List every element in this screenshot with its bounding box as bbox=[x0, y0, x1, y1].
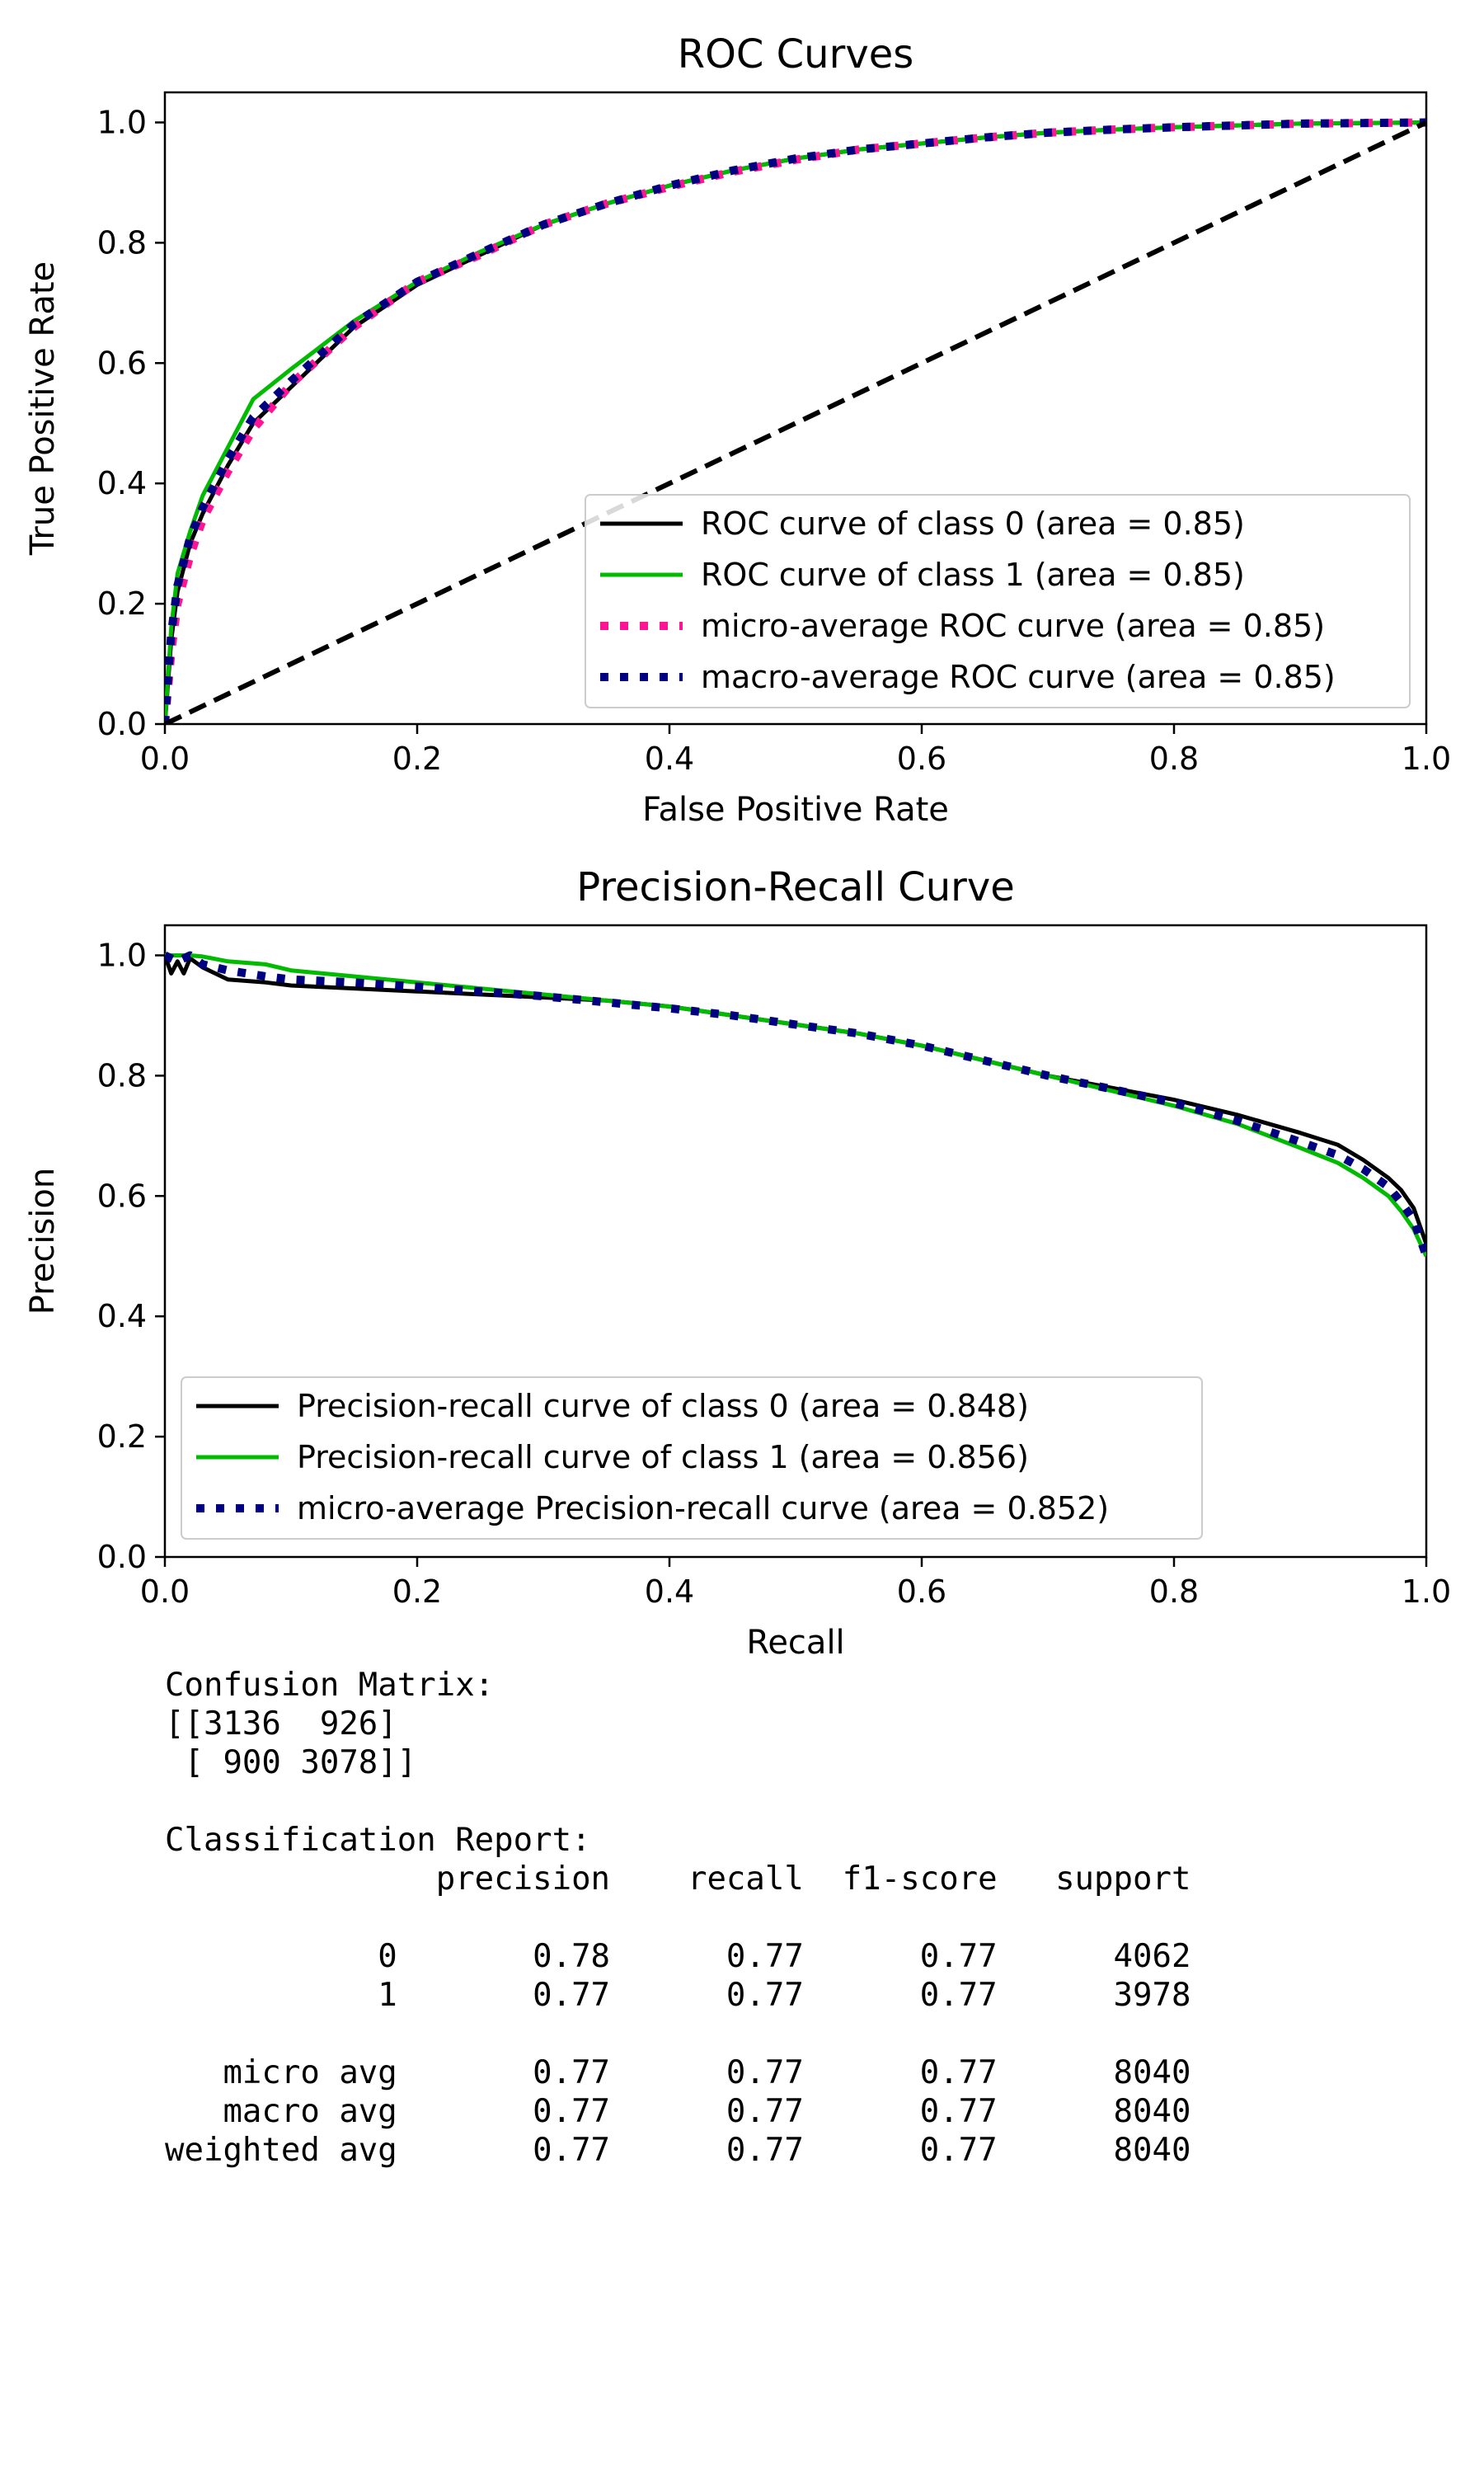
y-tick-label: 1.0 bbox=[97, 104, 147, 140]
report-line bbox=[165, 1782, 1190, 1821]
y-tick-label: 1.0 bbox=[97, 937, 147, 973]
x-tick-label: 0.2 bbox=[392, 741, 442, 777]
x-tick-label: 0.8 bbox=[1149, 1573, 1199, 1610]
y-tick-label: 0.0 bbox=[97, 1539, 147, 1575]
legend: ROC curve of class 0 (area = 0.85) ROC cu… bbox=[585, 494, 1411, 708]
x-tick-label: 0.0 bbox=[140, 1573, 190, 1610]
x-tick-label: 0.6 bbox=[897, 1573, 946, 1610]
report-line: micro avg 0.77 0.77 0.77 8040 bbox=[165, 2054, 1191, 2091]
y-tick-label: 0.6 bbox=[97, 1178, 147, 1214]
x-tick-label: 0.2 bbox=[392, 1573, 442, 1610]
legend-label: Precision-recall curve of class 0 (area … bbox=[297, 1388, 1029, 1424]
series-line-2 bbox=[165, 118, 1426, 724]
series-line-1 bbox=[165, 953, 1426, 1258]
y-axis-label: Precision bbox=[24, 1168, 62, 1315]
legend-label: micro-average Precision-recall curve (ar… bbox=[297, 1490, 1109, 1526]
series-line-3 bbox=[165, 118, 1426, 724]
x-tick-label: 0.8 bbox=[1149, 741, 1199, 777]
legend-box bbox=[585, 494, 1411, 708]
legend-box bbox=[181, 1376, 1203, 1540]
x-axis-label: False Positive Rate bbox=[642, 791, 949, 829]
x-tick-label: 0.6 bbox=[897, 741, 946, 777]
report-line: Classification Report: bbox=[165, 1822, 591, 1859]
x-tick-label: 0.0 bbox=[140, 741, 190, 777]
y-tick-label: 0.8 bbox=[97, 224, 147, 261]
chance-diagonal-line bbox=[165, 120, 1426, 724]
series-group bbox=[165, 118, 1426, 724]
report-line: 1 0.77 0.77 0.77 3978 bbox=[165, 1977, 1191, 2014]
y-tick-label: 0.4 bbox=[97, 1298, 147, 1334]
y-axis-label: True Positive Rate bbox=[24, 261, 62, 556]
y-tick-label: 0.0 bbox=[97, 706, 147, 742]
report-line bbox=[165, 2015, 1190, 2053]
report-line: Confusion Matrix: bbox=[165, 1667, 495, 1704]
chart-title: Precision-Recall Curve bbox=[576, 864, 1015, 910]
legend-label: ROC curve of class 0 (area = 0.85) bbox=[701, 506, 1245, 542]
series-line-2 bbox=[165, 951, 1426, 1258]
x-tick-label: 1.0 bbox=[1402, 1573, 1451, 1610]
report-line: 0 0.78 0.77 0.77 4062 bbox=[165, 1938, 1191, 1975]
series-group bbox=[165, 951, 1426, 1258]
report-line: precision recall f1-score support bbox=[165, 1860, 1191, 1898]
x-tick-label: 0.4 bbox=[645, 741, 694, 777]
classification-report: Confusion Matrix: [[3136 926] [ 900 3078]… bbox=[165, 1666, 1190, 2170]
chart-title: ROC Curves bbox=[678, 31, 914, 78]
legend-label: micro-average ROC curve (area = 0.85) bbox=[701, 608, 1325, 644]
y-tick-label: 0.8 bbox=[97, 1057, 147, 1094]
report-line bbox=[165, 1898, 1190, 1937]
report-line: [ 900 3078]] bbox=[165, 1744, 417, 1781]
legend-label: macro-average ROC curve (area = 0.85) bbox=[701, 659, 1336, 695]
report-line: [[3136 926] bbox=[165, 1705, 397, 1743]
roc-chart: ROC Curves 0.00.0 0.2 0.2 0.4 0.4 0.6 0.6 0.8 0.8… bbox=[24, 31, 1451, 829]
series-line-0 bbox=[165, 954, 1426, 1245]
legend-label: ROC curve of class 1 (area = 0.85) bbox=[701, 557, 1245, 593]
report-line: macro avg 0.77 0.77 0.77 8040 bbox=[165, 2093, 1191, 2130]
legend-label: Precision-recall curve of class 1 (area … bbox=[297, 1439, 1029, 1475]
x-tick-label: 0.4 bbox=[645, 1573, 694, 1610]
legend: Precision-recall curve of class 0 (area … bbox=[181, 1376, 1203, 1540]
y-tick-label: 0.6 bbox=[97, 345, 147, 381]
report-line: weighted avg 0.77 0.77 0.77 8040 bbox=[165, 2132, 1191, 2169]
y-tick-label: 0.2 bbox=[97, 1418, 147, 1455]
y-tick-label: 0.2 bbox=[97, 586, 147, 622]
y-tick-label: 0.4 bbox=[97, 465, 147, 501]
x-tick-label: 1.0 bbox=[1402, 741, 1451, 777]
precision-recall-chart: Precision-Recall Curve 0.00.0 0.2 0.2 0.4 0.4… bbox=[24, 864, 1451, 1662]
plot-frame bbox=[163, 91, 1428, 726]
x-axis-label: Recall bbox=[746, 1624, 844, 1662]
